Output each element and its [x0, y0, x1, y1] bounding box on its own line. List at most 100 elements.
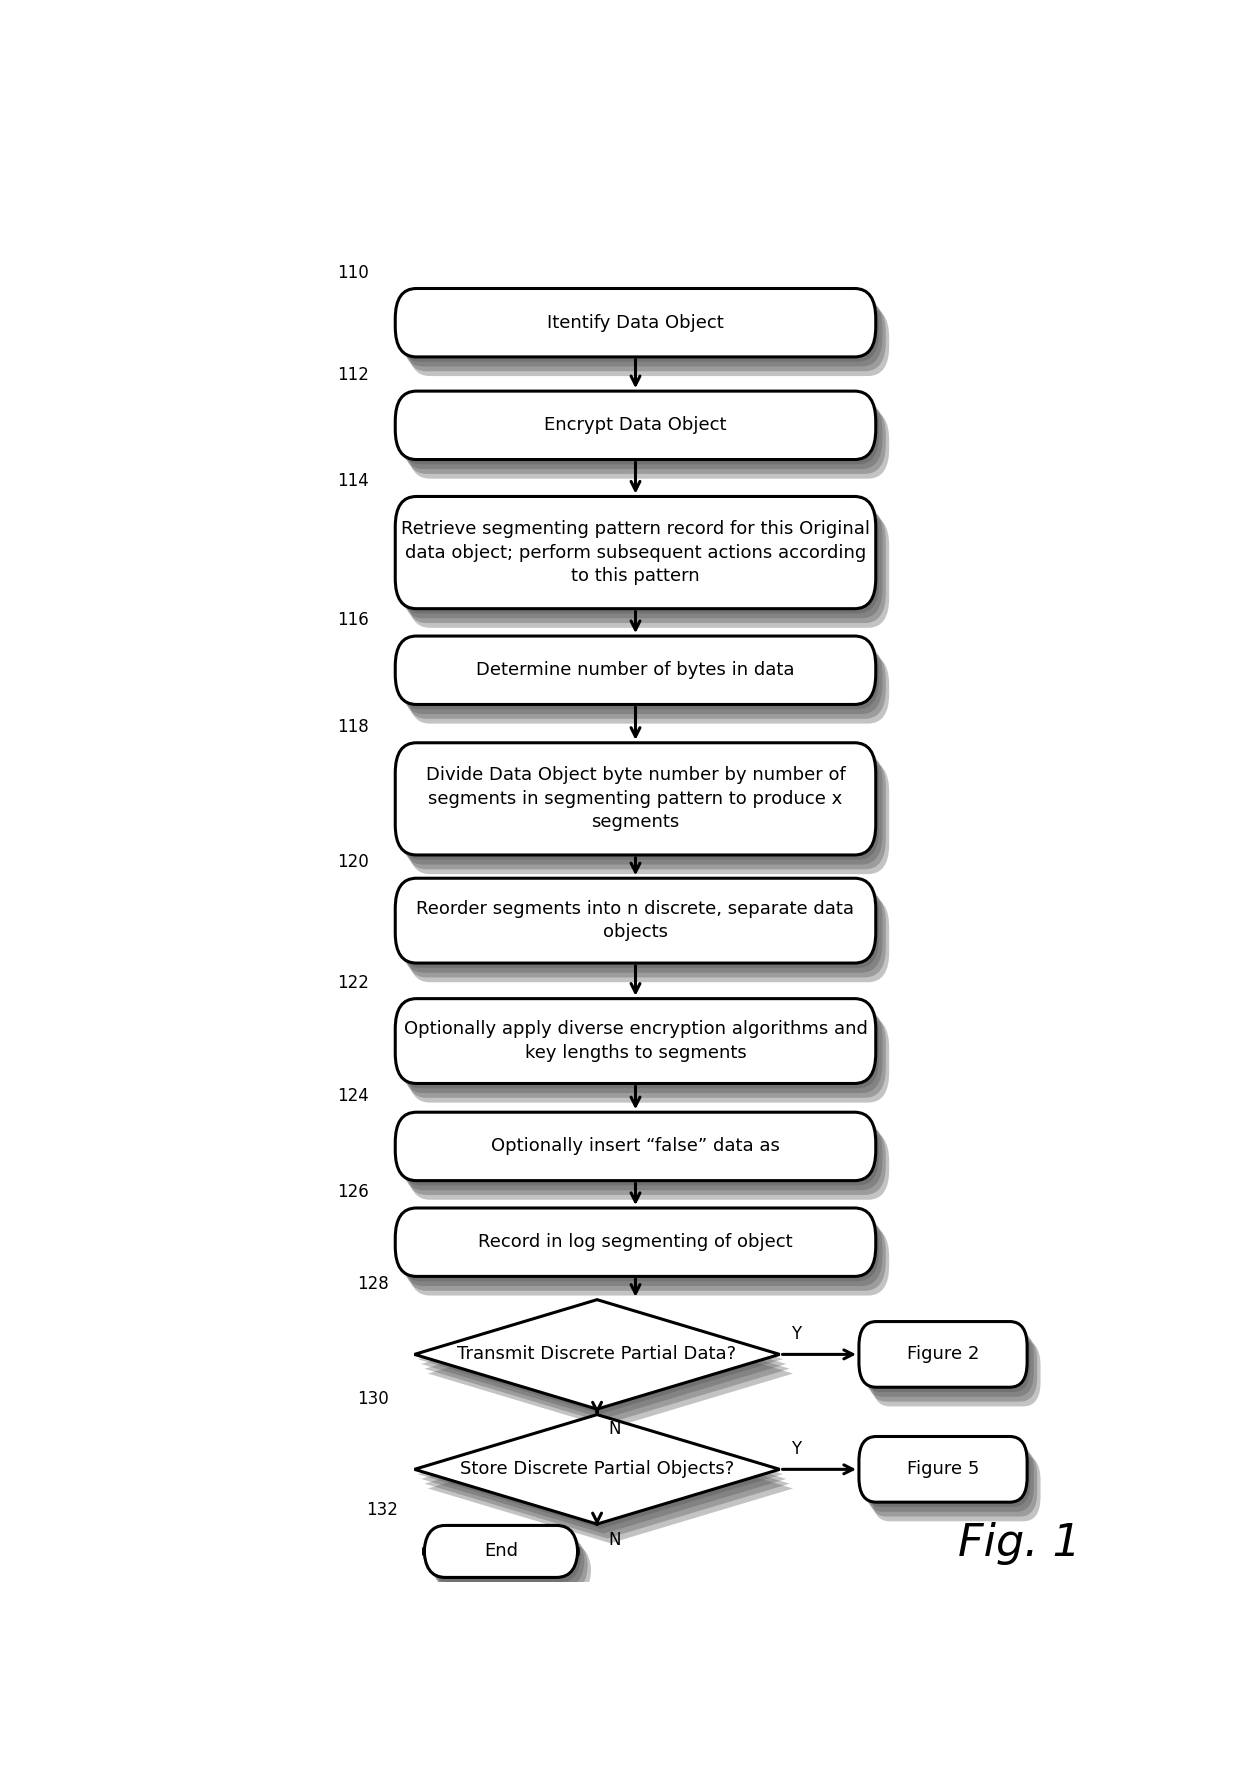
Text: Figure 2: Figure 2 [906, 1345, 980, 1363]
FancyBboxPatch shape [396, 636, 875, 704]
FancyBboxPatch shape [859, 1436, 1027, 1502]
Text: Reorder segments into n discrete, separate data
objects: Reorder segments into n discrete, separa… [417, 899, 854, 942]
Polygon shape [422, 1310, 786, 1418]
Polygon shape [422, 1423, 786, 1534]
Polygon shape [418, 1304, 782, 1414]
Text: Transmit Discrete Partial Data?: Transmit Discrete Partial Data? [458, 1345, 737, 1363]
FancyBboxPatch shape [869, 1336, 1037, 1402]
FancyBboxPatch shape [862, 1326, 1030, 1391]
FancyBboxPatch shape [405, 302, 885, 371]
FancyBboxPatch shape [405, 1223, 885, 1290]
Polygon shape [414, 1299, 780, 1409]
FancyBboxPatch shape [409, 897, 889, 983]
FancyBboxPatch shape [402, 645, 883, 714]
FancyBboxPatch shape [398, 748, 879, 860]
FancyBboxPatch shape [398, 1118, 879, 1185]
FancyBboxPatch shape [396, 496, 875, 610]
FancyBboxPatch shape [402, 506, 883, 618]
Polygon shape [418, 1420, 782, 1528]
FancyBboxPatch shape [869, 1450, 1037, 1516]
FancyBboxPatch shape [398, 501, 879, 613]
FancyBboxPatch shape [398, 641, 879, 709]
FancyBboxPatch shape [405, 405, 885, 474]
FancyBboxPatch shape [873, 1455, 1040, 1521]
Polygon shape [428, 1319, 794, 1429]
FancyBboxPatch shape [398, 1004, 879, 1088]
Text: 128: 128 [357, 1274, 388, 1294]
FancyBboxPatch shape [409, 762, 889, 874]
FancyBboxPatch shape [398, 293, 879, 363]
FancyBboxPatch shape [398, 883, 879, 968]
Text: N: N [609, 1532, 621, 1550]
Polygon shape [424, 1429, 790, 1539]
Text: 124: 124 [337, 1088, 370, 1105]
FancyBboxPatch shape [409, 1018, 889, 1102]
FancyBboxPatch shape [396, 391, 875, 460]
Text: Store Discrete Partial Objects?: Store Discrete Partial Objects? [460, 1461, 734, 1478]
Text: 118: 118 [337, 718, 370, 736]
Text: Optionally insert “false” data as: Optionally insert “false” data as [491, 1137, 780, 1155]
FancyBboxPatch shape [424, 1525, 578, 1578]
FancyBboxPatch shape [396, 1208, 875, 1276]
FancyBboxPatch shape [402, 1121, 883, 1191]
FancyBboxPatch shape [405, 892, 885, 977]
FancyBboxPatch shape [409, 307, 889, 377]
FancyBboxPatch shape [405, 1013, 885, 1098]
Text: 112: 112 [337, 366, 370, 384]
Text: End: End [484, 1542, 518, 1560]
Text: Fig. 1: Fig. 1 [959, 1521, 1081, 1566]
Text: 110: 110 [337, 263, 370, 281]
Polygon shape [424, 1313, 790, 1423]
Text: 116: 116 [337, 611, 370, 629]
FancyBboxPatch shape [859, 1322, 1027, 1388]
FancyBboxPatch shape [398, 396, 879, 464]
Polygon shape [414, 1414, 780, 1525]
FancyBboxPatch shape [428, 1530, 582, 1582]
Text: 120: 120 [337, 853, 370, 871]
FancyBboxPatch shape [409, 1228, 889, 1295]
FancyBboxPatch shape [402, 888, 883, 972]
FancyBboxPatch shape [396, 1112, 875, 1180]
FancyBboxPatch shape [409, 656, 889, 723]
FancyBboxPatch shape [409, 515, 889, 627]
FancyBboxPatch shape [409, 1132, 889, 1199]
FancyBboxPatch shape [438, 1544, 591, 1596]
FancyBboxPatch shape [402, 752, 883, 865]
Polygon shape [428, 1434, 794, 1542]
Text: Itentify Data Object: Itentify Data Object [547, 315, 724, 332]
Text: Y: Y [791, 1441, 801, 1459]
FancyBboxPatch shape [862, 1441, 1030, 1507]
FancyBboxPatch shape [405, 757, 885, 869]
Text: Optionally apply diverse encryption algorithms and
key lengths to segments: Optionally apply diverse encryption algo… [403, 1020, 868, 1063]
FancyBboxPatch shape [396, 743, 875, 855]
FancyBboxPatch shape [866, 1446, 1034, 1512]
FancyBboxPatch shape [402, 1008, 883, 1093]
FancyBboxPatch shape [396, 999, 875, 1084]
FancyBboxPatch shape [405, 510, 885, 624]
FancyBboxPatch shape [402, 400, 883, 469]
FancyBboxPatch shape [396, 288, 875, 357]
Text: Retrieve segmenting pattern record for this Original
data object; perform subseq: Retrieve segmenting pattern record for t… [401, 521, 870, 585]
Text: Figure 5: Figure 5 [906, 1461, 980, 1478]
Text: Determine number of bytes in data: Determine number of bytes in data [476, 661, 795, 679]
FancyBboxPatch shape [434, 1541, 588, 1592]
Text: 130: 130 [357, 1390, 388, 1407]
FancyBboxPatch shape [396, 878, 875, 963]
Text: Divide Data Object byte number by number of
segments in segmenting pattern to pr: Divide Data Object byte number by number… [425, 766, 846, 832]
Text: Y: Y [791, 1326, 801, 1343]
Text: 114: 114 [337, 471, 370, 490]
FancyBboxPatch shape [405, 1127, 885, 1194]
FancyBboxPatch shape [873, 1340, 1040, 1406]
FancyBboxPatch shape [398, 1212, 879, 1281]
FancyBboxPatch shape [866, 1331, 1034, 1397]
FancyBboxPatch shape [405, 650, 885, 720]
Text: N: N [609, 1420, 621, 1438]
Text: 126: 126 [337, 1183, 370, 1201]
FancyBboxPatch shape [409, 410, 889, 478]
FancyBboxPatch shape [430, 1535, 584, 1587]
Text: Encrypt Data Object: Encrypt Data Object [544, 416, 727, 434]
Text: Record in log segmenting of object: Record in log segmenting of object [479, 1233, 792, 1251]
Text: 122: 122 [337, 974, 370, 992]
Text: 132: 132 [367, 1500, 398, 1519]
FancyBboxPatch shape [402, 299, 883, 366]
